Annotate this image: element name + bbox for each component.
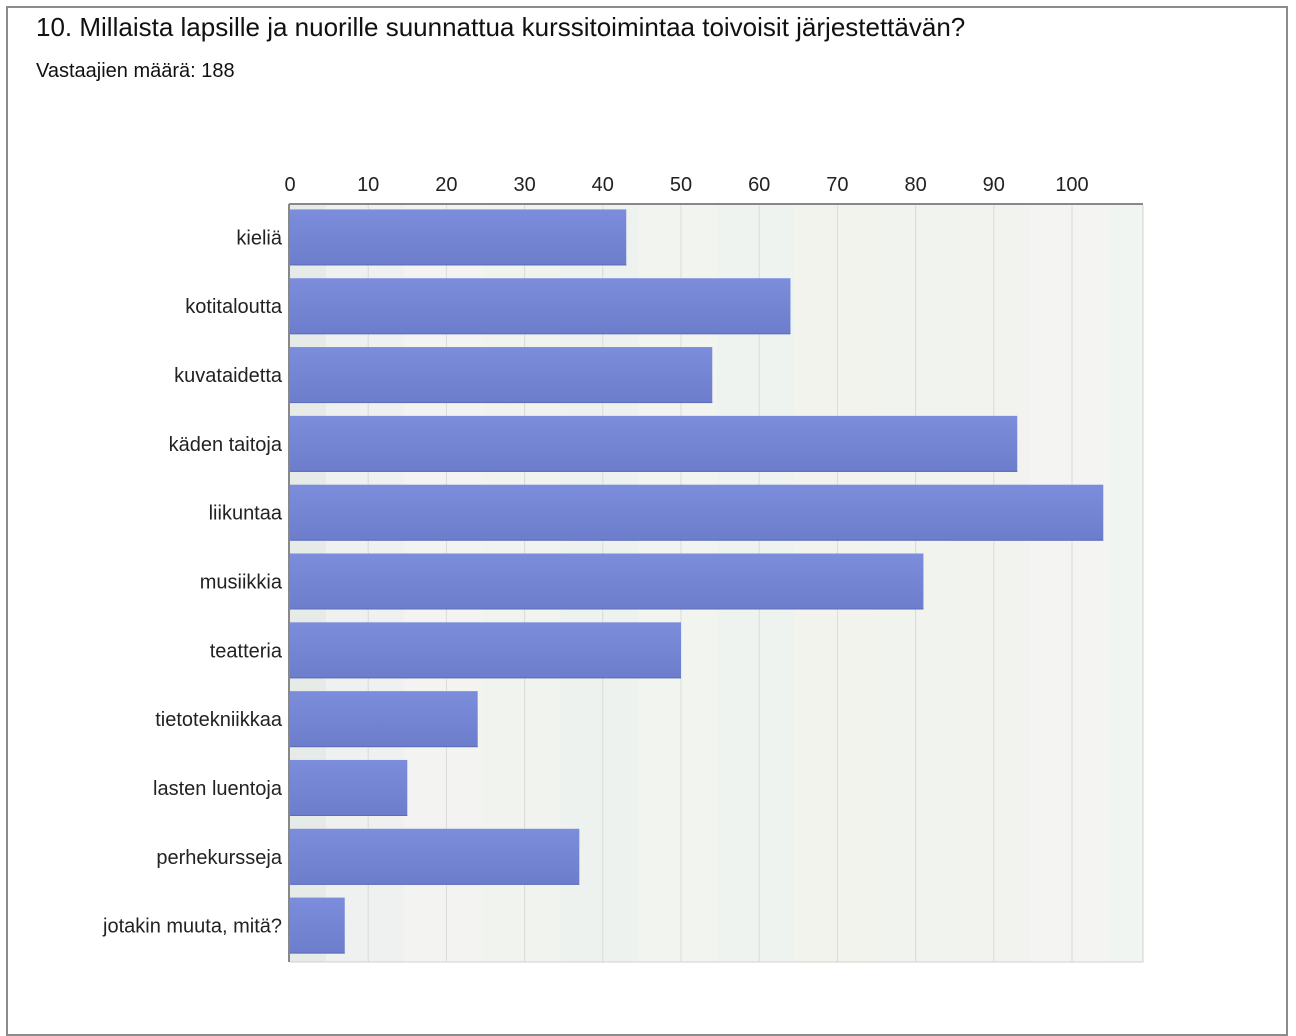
bar [290, 278, 791, 335]
x-tick-label: 100 [1055, 174, 1088, 196]
category-label: kotitaloutta [185, 296, 283, 318]
category-labels: kieliä kotitaloutta kuvataidetta käden tait… [102, 227, 283, 937]
category-label: teatteria [210, 640, 283, 662]
x-tick-label: 40 [592, 174, 614, 196]
x-tick-label: 30 [513, 174, 535, 196]
category-label: käden taitoja [169, 434, 283, 456]
bar-edge [290, 539, 1104, 541]
bar-edge [290, 746, 478, 748]
bar-edge [290, 883, 580, 885]
x-tick-label: 50 [670, 174, 692, 196]
bar-edge [290, 677, 681, 679]
category-label: kuvataidetta [174, 365, 283, 387]
x-tick-label: 60 [748, 174, 770, 196]
category-label: liikuntaa [209, 503, 283, 525]
respondents-count: Vastaajien määrä: 188 [36, 60, 235, 82]
bar-edge [290, 814, 408, 816]
bar-edge [290, 952, 345, 954]
bar [290, 622, 681, 679]
axes [288, 203, 1144, 963]
bar-edge [290, 608, 924, 610]
category-label: lasten luentoja [153, 778, 283, 800]
bar [290, 484, 1104, 541]
category-label: jotakin muuta, mitä? [102, 916, 282, 938]
category-label: perhekursseja [156, 847, 283, 869]
bar-edge [290, 333, 791, 335]
question-title: 10. Millaista lapsille ja nuorille suunn… [36, 12, 966, 42]
plot-band [1108, 205, 1143, 962]
bars [290, 209, 1104, 954]
bar [290, 209, 627, 266]
bar [290, 347, 713, 404]
x-tick-labels: 0 10 20 30 40 50 60 70 80 90 100 [284, 174, 1088, 196]
x-tick-label: 70 [826, 174, 848, 196]
x-tick-label: 10 [357, 174, 379, 196]
bar-edge [290, 402, 713, 404]
category-label: tietotekniikkaa [155, 709, 283, 731]
bar [290, 759, 408, 816]
bar [290, 691, 478, 748]
bar-edge [290, 470, 1018, 472]
plot-band [1029, 205, 1108, 962]
x-tick-label: 0 [284, 174, 295, 196]
bar [290, 828, 580, 885]
bar [290, 415, 1018, 472]
bar [290, 897, 345, 954]
category-label: musiikkia [200, 572, 283, 594]
plot-band [951, 205, 1030, 962]
bar [290, 553, 924, 610]
x-tick-label: 80 [904, 174, 926, 196]
x-tick-label: 90 [983, 174, 1005, 196]
bar-edge [290, 264, 627, 266]
x-tick-label: 20 [435, 174, 457, 196]
category-label: kieliä [236, 227, 282, 249]
